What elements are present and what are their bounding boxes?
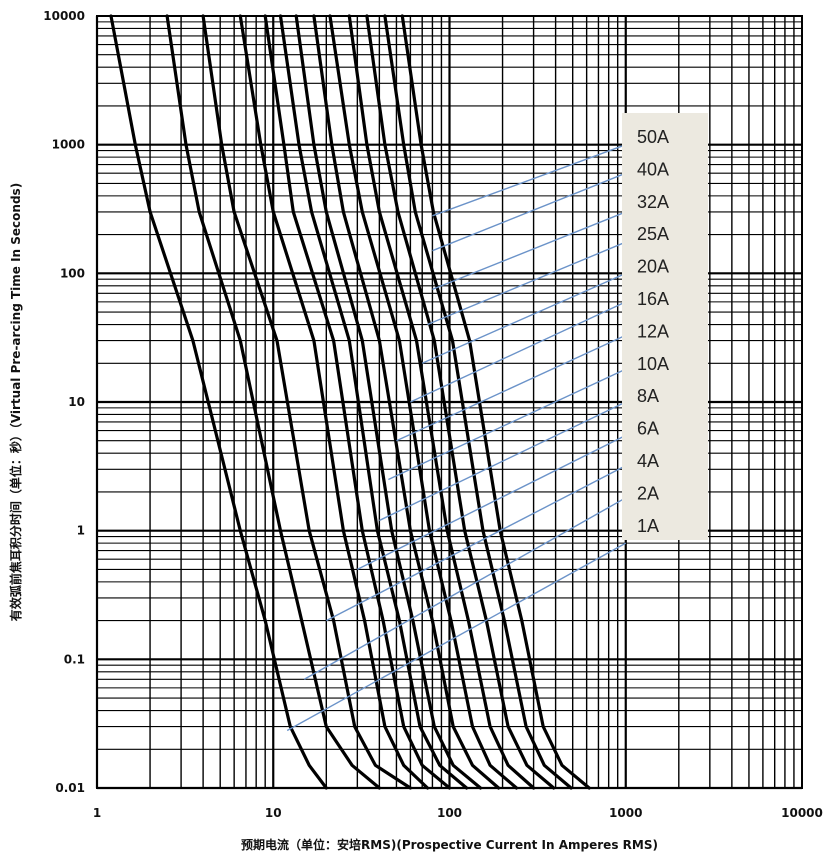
legend-label-2A: 2A <box>637 483 659 503</box>
curve-2A <box>165 14 381 790</box>
leader-line-10A <box>388 368 627 481</box>
leader-line-1A <box>286 542 627 732</box>
legend-label-20A: 20A <box>637 257 669 277</box>
x-tick-label: 1 <box>93 806 101 820</box>
legend-label-40A: 40A <box>637 159 669 179</box>
x-axis-tick-labels: 1 10 100 1000 10000 <box>93 806 823 820</box>
leader-line-50A <box>432 144 626 217</box>
x-tick-label: 10 <box>265 806 282 820</box>
y-axis-tick-labels: 0.01 0.1 1 10 100 1000 10000 <box>43 9 85 795</box>
y-tick-label: 10000 <box>43 9 85 23</box>
legend-label-16A: 16A <box>637 289 669 309</box>
curve-6A <box>238 14 430 790</box>
y-tick-label: 0.1 <box>64 652 85 666</box>
x-axis-title: 预期电流（单位：安培RMS)(Prospective Current In Am… <box>241 837 658 852</box>
curve-1A <box>109 14 328 790</box>
curve-25A <box>347 14 536 790</box>
leader-line-16A <box>410 301 627 403</box>
x-tick-label: 100 <box>437 806 462 820</box>
curve-8A <box>263 14 452 790</box>
y-tick-label: 0.01 <box>55 781 85 795</box>
leader-line-12A <box>396 334 627 442</box>
y-tick-label: 10 <box>68 395 85 409</box>
x-tick-label: 1000 <box>609 806 642 820</box>
curve-40A <box>383 14 573 790</box>
legend-label-50A: 50A <box>637 127 669 147</box>
legend-label-12A: 12A <box>637 321 669 341</box>
legend-label-10A: 10A <box>637 354 669 374</box>
leader-line-6A <box>357 434 627 571</box>
curve-4A <box>201 14 412 790</box>
legend-label-1A: 1A <box>637 516 659 536</box>
leader-line-25A <box>427 241 627 326</box>
curve-12A <box>294 14 483 790</box>
legend-label-25A: 25A <box>637 224 669 244</box>
legend-label-32A: 32A <box>637 192 669 212</box>
y-tick-label: 1 <box>77 524 85 538</box>
leader-line-8A <box>379 401 627 522</box>
curve-32A <box>365 14 556 790</box>
legend-label-6A: 6A <box>637 419 659 439</box>
legend-panel <box>622 113 708 540</box>
leader-line-4A <box>325 465 627 622</box>
legend-label-8A: 8A <box>637 386 659 406</box>
legend-leader-lines <box>286 144 627 732</box>
plot-frame <box>96 15 803 789</box>
leader-line-32A <box>432 211 627 291</box>
legend-label-4A: 4A <box>637 451 659 471</box>
leader-line-2A <box>303 497 627 680</box>
y-tick-label: 100 <box>60 266 85 280</box>
y-axis-title: 有效弧前焦耳积分时间（单位：秒）（Virtual Pre-arcing Time… <box>8 183 23 621</box>
leader-line-20A <box>421 272 627 364</box>
x-tick-label: 10000 <box>781 806 823 820</box>
curve-16A <box>312 14 501 790</box>
curve-10A <box>278 14 469 790</box>
y-tick-label: 1000 <box>52 138 85 152</box>
fuse-curves <box>109 14 591 790</box>
curve-20A <box>328 14 519 790</box>
leader-line-40A <box>432 172 627 252</box>
legend-labels: 50A 40A 32A 25A 20A 16A 12A 10A 8A 6A 4A 2A 1A <box>637 127 669 536</box>
